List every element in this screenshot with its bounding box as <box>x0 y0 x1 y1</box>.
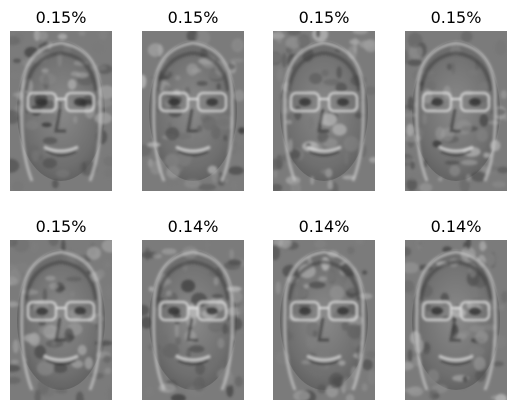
panel-7-title: 0.14% <box>298 217 350 236</box>
eigenface-image-7 <box>273 240 375 400</box>
panel-5-title: 0.15% <box>35 217 87 236</box>
panel-4-title: 0.15% <box>430 8 482 27</box>
eigenface-image-6 <box>142 240 244 400</box>
panel-2-title: 0.15% <box>167 8 219 27</box>
panel-1-title: 0.15% <box>35 8 87 27</box>
panel-8-title: 0.14% <box>430 217 482 236</box>
eigenface-image-4 <box>405 31 507 191</box>
eigenface-image-8 <box>405 240 507 400</box>
panel-6-title: 0.14% <box>167 217 219 236</box>
eigenface-image-5 <box>10 240 112 400</box>
panel-3-title: 0.15% <box>298 8 350 27</box>
eigenface-image-1 <box>10 31 112 191</box>
eigenface-image-2 <box>142 31 244 191</box>
eigenface-image-3 <box>273 31 375 191</box>
